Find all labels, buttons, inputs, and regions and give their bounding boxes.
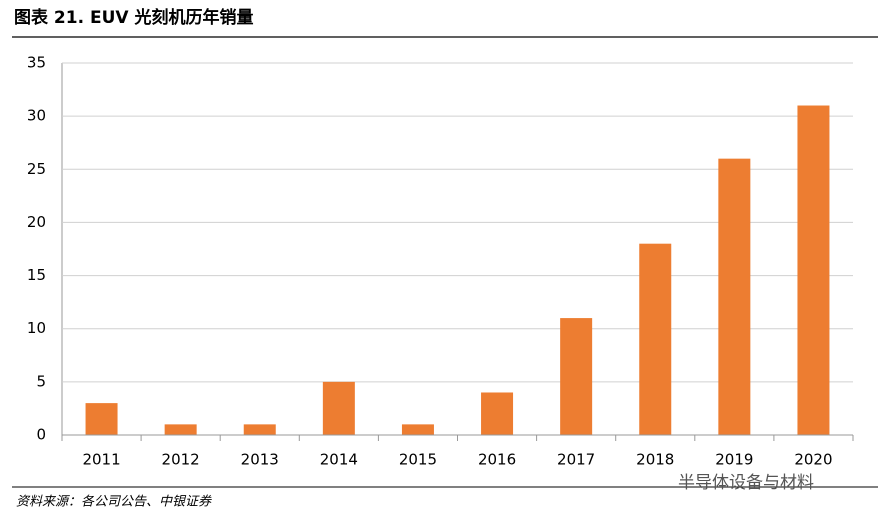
bar [401, 424, 434, 435]
y-tick-label: 30 [27, 107, 46, 125]
watermark: 半导体设备与材料 [678, 473, 814, 493]
y-tick-label: 25 [27, 160, 46, 178]
bar [718, 158, 751, 435]
chart-title: 图表 21. EUV 光刻机历年销量 [14, 7, 253, 28]
x-tick-label: 2014 [320, 451, 358, 469]
x-tick-label: 2020 [794, 451, 832, 469]
y-tick-label: 10 [27, 319, 46, 337]
source-note: 资料来源：各公司公告、中银证券 [16, 494, 212, 510]
bar [164, 424, 197, 435]
x-tick-label: 2016 [478, 451, 516, 469]
bar [85, 403, 118, 435]
y-tick-label: 15 [27, 266, 46, 284]
x-tick-label: 2015 [399, 451, 437, 469]
x-tick-label: 2018 [636, 451, 674, 469]
x-tick-label: 2017 [557, 451, 595, 469]
bar [243, 424, 276, 435]
x-tick-label: 2011 [82, 451, 120, 469]
y-tick-label: 5 [36, 372, 46, 390]
bar [481, 392, 514, 435]
y-tick-label: 0 [36, 426, 46, 444]
bar [639, 243, 672, 435]
bar [797, 105, 830, 435]
x-tick-label: 2013 [241, 451, 279, 469]
y-tick-label: 35 [27, 54, 46, 72]
x-tick-label: 2019 [715, 451, 753, 469]
y-tick-label: 20 [27, 213, 46, 231]
x-tick-label: 2012 [162, 451, 200, 469]
bar [560, 318, 593, 435]
bar [322, 381, 355, 435]
